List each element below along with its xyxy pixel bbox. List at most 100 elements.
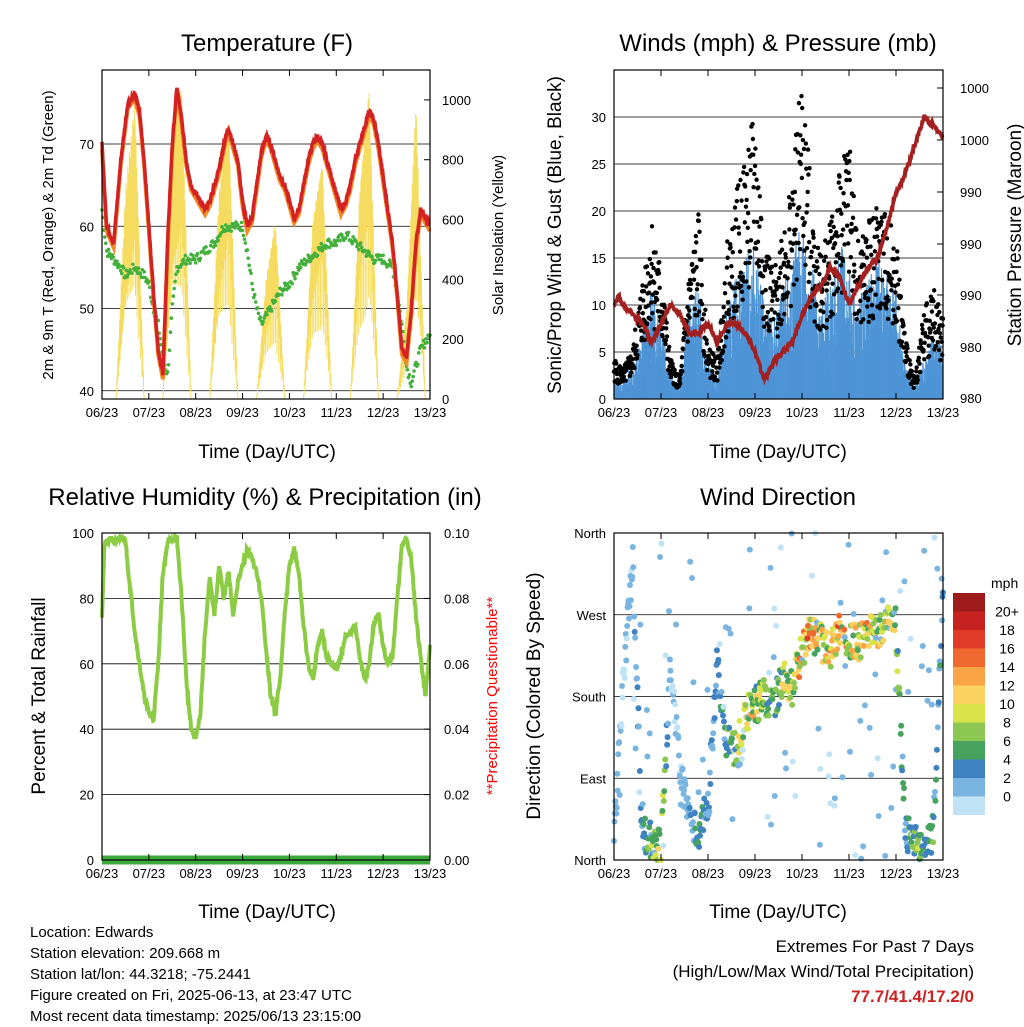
gust-point bbox=[920, 326, 925, 332]
x-tick-label: 08/23 bbox=[692, 866, 725, 881]
wdir-legend-title: mph bbox=[991, 575, 1018, 591]
gust-point bbox=[815, 245, 821, 251]
gust-point bbox=[824, 325, 829, 331]
gust-point bbox=[829, 235, 835, 241]
rh-xlabel: Time (Day/UTC) bbox=[198, 902, 336, 923]
wind-xlabel: Time (Day/UTC) bbox=[709, 442, 847, 463]
gust-point bbox=[870, 316, 876, 321]
gust-point bbox=[694, 287, 700, 292]
gust-point bbox=[778, 270, 783, 276]
x-tick-label: 06/23 bbox=[598, 866, 631, 881]
direction-point bbox=[883, 549, 890, 556]
gust-point bbox=[895, 256, 900, 261]
direction-point bbox=[675, 752, 682, 759]
gust-point bbox=[647, 256, 653, 262]
gust-point bbox=[796, 100, 802, 106]
y2-tick-label: 1000 bbox=[442, 93, 471, 108]
legend-label: 6 bbox=[1003, 733, 1011, 749]
gust-point bbox=[796, 240, 801, 246]
direction-point bbox=[907, 635, 914, 642]
y-tick-label: 80 bbox=[80, 591, 94, 606]
gust-point bbox=[664, 320, 669, 325]
gust-point bbox=[825, 281, 830, 286]
dewpoint-point bbox=[159, 342, 163, 347]
gust-point bbox=[696, 218, 701, 224]
direction-point bbox=[856, 634, 863, 641]
direction-point bbox=[905, 688, 912, 695]
direction-point bbox=[872, 634, 879, 641]
direction-point bbox=[764, 813, 771, 820]
dewpoint-point bbox=[183, 253, 188, 258]
dewpoint-point bbox=[287, 285, 292, 289]
gust-point bbox=[787, 227, 792, 232]
gust-point bbox=[908, 362, 913, 367]
legend-swatch bbox=[953, 593, 985, 612]
gust-point bbox=[717, 365, 722, 370]
dewpoint-point bbox=[239, 220, 244, 225]
gust-point bbox=[884, 236, 890, 241]
direction-point bbox=[697, 832, 704, 839]
gust-point bbox=[849, 221, 854, 227]
dewpoint-point bbox=[136, 266, 141, 270]
gust-point bbox=[793, 227, 798, 232]
gust-point bbox=[851, 274, 856, 279]
dewpoint-point bbox=[103, 241, 108, 246]
dewpoint-point bbox=[367, 250, 371, 255]
direction-point bbox=[623, 635, 630, 642]
gust-point bbox=[779, 238, 784, 244]
direction-point bbox=[660, 798, 667, 805]
gust-point bbox=[903, 349, 909, 355]
gust-point bbox=[759, 216, 764, 222]
gust-point bbox=[793, 147, 798, 152]
gust-point bbox=[863, 289, 869, 295]
direction-point bbox=[616, 791, 623, 798]
direction-point bbox=[700, 827, 707, 834]
gust-point bbox=[838, 185, 843, 191]
direction-point bbox=[699, 756, 706, 763]
x-tick-label: 11/23 bbox=[320, 866, 352, 881]
dewpoint-point bbox=[416, 351, 421, 355]
gust-point bbox=[677, 376, 682, 381]
direction-point bbox=[679, 765, 686, 772]
gust-point bbox=[728, 245, 733, 250]
gust-point bbox=[861, 252, 866, 257]
gust-point bbox=[830, 281, 835, 286]
direction-point bbox=[792, 792, 799, 799]
elevation-text: Station elevation: 209.668 m bbox=[30, 945, 221, 962]
gust-point bbox=[876, 276, 881, 281]
x-tick-label: 11/23 bbox=[320, 405, 352, 420]
direction-point bbox=[736, 761, 743, 768]
dewpoint-point bbox=[421, 338, 426, 343]
gust-point bbox=[819, 254, 824, 259]
direction-point bbox=[669, 683, 676, 690]
gust-point bbox=[789, 248, 795, 253]
x-tick-label: 07/23 bbox=[645, 866, 678, 881]
gust-point bbox=[725, 239, 730, 244]
gust-point bbox=[801, 233, 806, 239]
dewpoint-point bbox=[121, 265, 126, 270]
x-tick-label: 06/23 bbox=[598, 405, 631, 420]
gust-point bbox=[721, 319, 726, 324]
dewpoint-point bbox=[103, 235, 107, 239]
x-tick-label: 06/23 bbox=[86, 405, 119, 420]
legend-label: 14 bbox=[999, 659, 1015, 675]
direction-point bbox=[640, 821, 647, 828]
gust-point bbox=[640, 310, 646, 316]
gust-point bbox=[916, 355, 922, 361]
direction-point bbox=[746, 546, 753, 553]
gust-point bbox=[692, 306, 697, 312]
legend-swatch bbox=[953, 611, 985, 630]
direction-point bbox=[835, 633, 842, 640]
direction-point bbox=[891, 627, 898, 634]
gust-point bbox=[896, 305, 901, 311]
y-tick-label: 0 bbox=[599, 392, 606, 407]
legend-label: 10 bbox=[999, 696, 1015, 712]
gust-point bbox=[691, 277, 697, 282]
temp-ylabel: 2m & 9m T (Red, Orange) & 2m Td (Green) bbox=[40, 90, 57, 379]
dewpoint-point bbox=[192, 257, 197, 262]
gust-point bbox=[939, 352, 945, 358]
direction-point bbox=[740, 734, 747, 741]
direction-point bbox=[917, 831, 924, 838]
direction-point bbox=[931, 534, 938, 541]
gust-point bbox=[769, 307, 774, 312]
